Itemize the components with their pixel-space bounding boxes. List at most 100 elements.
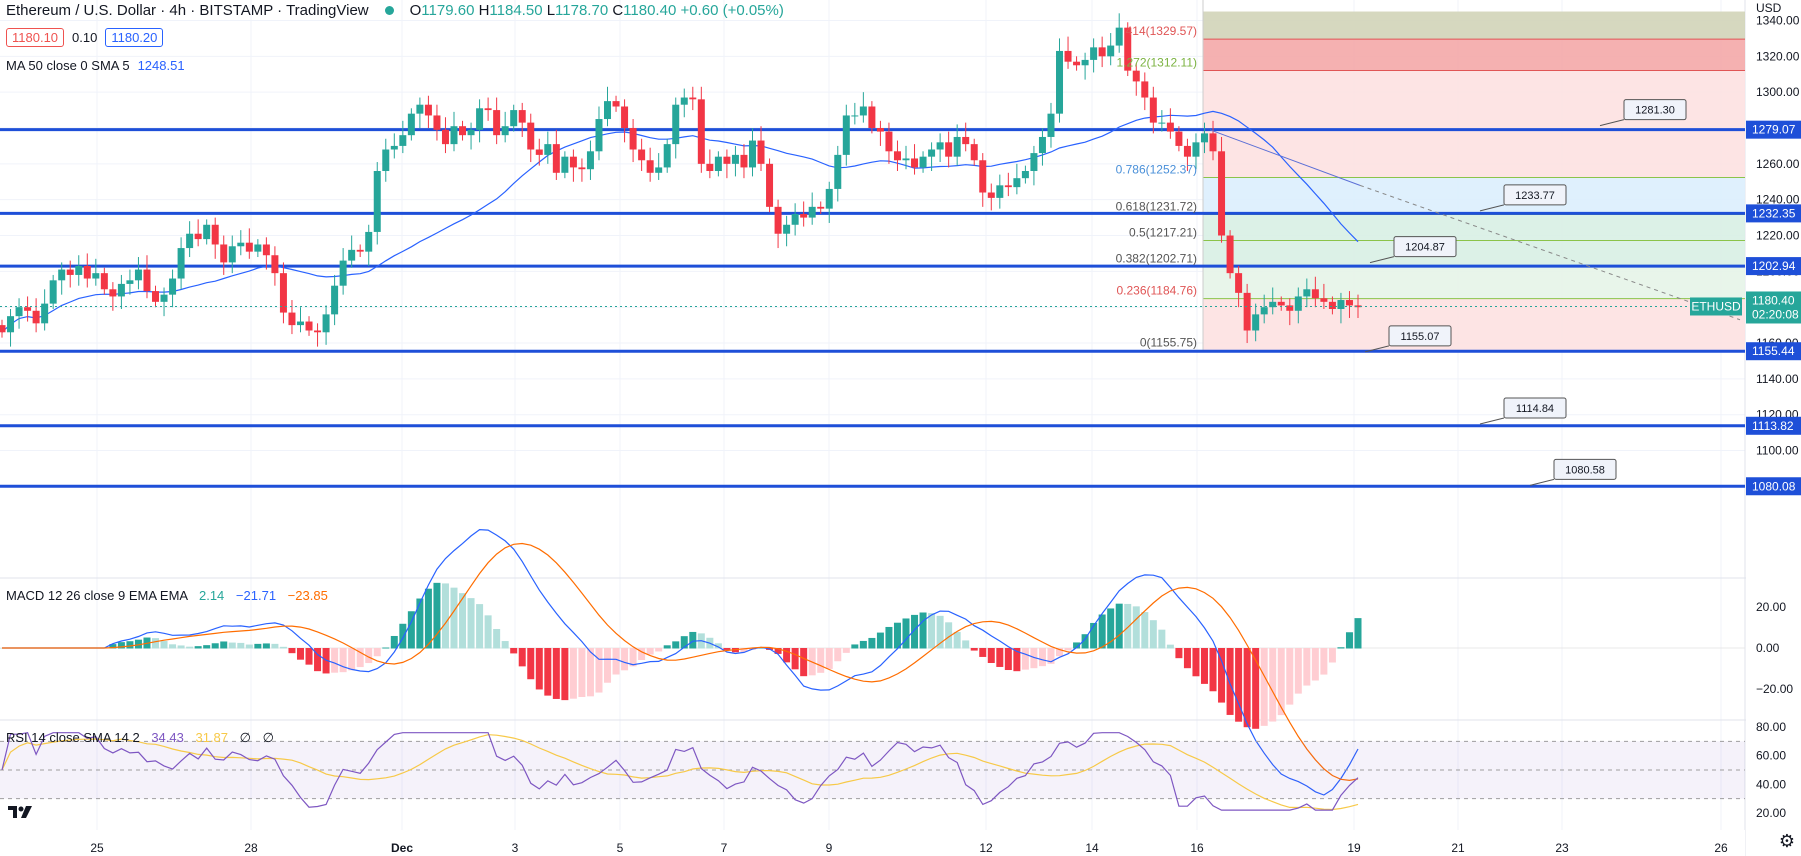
candle-body <box>800 214 808 218</box>
macd-histogram-bar <box>817 648 825 673</box>
macd-histogram-bar <box>407 611 415 649</box>
ohlc-readout: O1179.60 H1184.50 L1178.70 C1180.40 +0.6… <box>409 2 784 19</box>
candle-body <box>24 307 32 311</box>
macd-histogram-bar <box>1260 648 1268 726</box>
ma-legend[interactable]: MA 50 close 0 SMA 5 1248.51 <box>6 58 185 73</box>
candle-body <box>1021 171 1029 179</box>
candle-body <box>15 307 23 317</box>
candle-body <box>672 104 680 145</box>
macd-tick-label: −20.00 <box>1756 682 1793 696</box>
level-price-text: 1080.08 <box>1752 479 1796 493</box>
settings-gear-icon[interactable]: ⚙ <box>1778 831 1795 851</box>
macd-histogram-bar <box>535 648 543 690</box>
candle-body <box>75 265 83 275</box>
candle-body <box>544 144 552 155</box>
candle-body <box>706 163 714 172</box>
candle-body <box>416 104 424 114</box>
candle-body <box>825 188 833 209</box>
macd-histogram-bar <box>800 648 808 677</box>
rsi-legend[interactable]: RSI 14 close SMA 14 2 34.43 31.87 ∅ ∅ <box>6 730 274 745</box>
macd-histogram-bar <box>348 648 356 671</box>
price-tick-label: 1300.00 <box>1756 85 1800 99</box>
candle-body <box>936 142 944 150</box>
candle-body <box>655 167 663 173</box>
macd-histogram-bar <box>467 598 475 649</box>
candle-body <box>339 260 347 286</box>
macd-histogram-bar <box>783 648 791 663</box>
level-price-text: 1155.44 <box>1752 344 1795 358</box>
price-callouts[interactable]: 1281.30 1233.77 1204.87 1155.07 1114.84 1080.… <box>1364 99 1687 486</box>
candle-body <box>868 106 876 128</box>
candle-body <box>1183 145 1191 157</box>
time-tick-label: 19 <box>1347 841 1361 855</box>
bid-price[interactable]: 1180.10 <box>6 28 65 47</box>
symbol-title[interactable]: Ethereum / U.S. Dollar · 4h · BITSTAMP ·… <box>6 2 369 19</box>
price-axis[interactable]: USD1340.001320.001300.001280.001260.0012… <box>1690 0 1801 856</box>
candle-body <box>834 154 842 189</box>
fib-zone <box>1203 298 1745 351</box>
macd-histogram-bar <box>1064 648 1072 651</box>
candle-body <box>842 115 850 155</box>
callout-box <box>1503 397 1567 419</box>
macd-legend[interactable]: MACD 12 26 close 9 EMA EMA 2.14 −21.71 −… <box>6 588 328 603</box>
price-tick-label: 1220.00 <box>1756 229 1800 243</box>
candle-body <box>851 115 859 117</box>
candle-body <box>177 248 185 279</box>
candle-body <box>1328 301 1336 309</box>
callout-label: 1204.87 <box>1405 242 1445 254</box>
symbol-tag-text: ETHUSD <box>1691 299 1741 313</box>
macd-histogram-bar <box>979 648 987 657</box>
rsi-ma-line <box>1 734 1359 811</box>
macd-histogram-bar <box>1218 648 1226 703</box>
candle-body <box>254 244 262 252</box>
fibonacci-zones <box>1202 0 1745 352</box>
macd-histogram-bar <box>484 615 492 649</box>
fib-zone <box>1203 177 1745 215</box>
time-axis[interactable]: 25 28 Dec 3 5 7 9 12 14 16 19 21 23 26 <box>0 830 1745 856</box>
tradingview-logo-icon[interactable] <box>4 800 36 826</box>
candle-body <box>220 244 228 263</box>
macd-histogram-bar <box>1277 648 1285 716</box>
macd-histogram-bar <box>1311 648 1319 681</box>
candle-body <box>305 321 313 331</box>
macd-histogram-bar <box>1107 608 1115 649</box>
candle-body <box>1192 142 1200 157</box>
candle-body <box>1337 300 1345 309</box>
candle-body <box>1354 305 1362 308</box>
macd-histogram-bar <box>621 648 629 671</box>
fib-label: 0.236(1184.76) <box>1116 284 1197 298</box>
candle-body <box>996 185 1004 198</box>
macd-histogram-bar <box>1200 648 1208 684</box>
horizontal-levels[interactable] <box>0 128 1745 488</box>
rsi-tick-label: 20.00 <box>1756 806 1786 820</box>
macd-histogram-bar <box>1320 648 1328 675</box>
trendline[interactable] <box>1209 129 1741 321</box>
candle-body <box>680 97 688 105</box>
time-tick-label: 12 <box>979 841 993 855</box>
macd-histogram-bar <box>1141 612 1149 649</box>
chart-header: Ethereum / U.S. Dollar · 4h · BITSTAMP ·… <box>6 2 784 19</box>
macd-histogram-bar <box>586 648 594 697</box>
candle-body <box>237 242 245 247</box>
candle-body <box>902 158 910 161</box>
macd-tick-label: 0.00 <box>1756 641 1780 655</box>
candle-body <box>1166 122 1174 132</box>
macd-histogram-bar <box>1030 648 1038 669</box>
candle-body <box>279 273 287 313</box>
candle-body <box>962 136 970 145</box>
candle-body <box>1209 133 1217 152</box>
axis-currency: USD <box>1756 1 1782 15</box>
time-tick-label: 28 <box>244 841 258 855</box>
time-tick-label: 9 <box>826 841 833 855</box>
candle-body <box>774 206 782 234</box>
macd-histogram-bar <box>714 643 722 649</box>
macd-histogram-bar <box>356 648 364 668</box>
candle-body <box>876 128 884 132</box>
candle-body <box>1013 178 1021 188</box>
candle-body <box>66 269 74 275</box>
time-tick-label: 25 <box>90 841 104 855</box>
candle-body <box>970 144 978 161</box>
fib-zone <box>1203 70 1745 178</box>
ask-price[interactable]: 1180.20 <box>105 28 164 47</box>
